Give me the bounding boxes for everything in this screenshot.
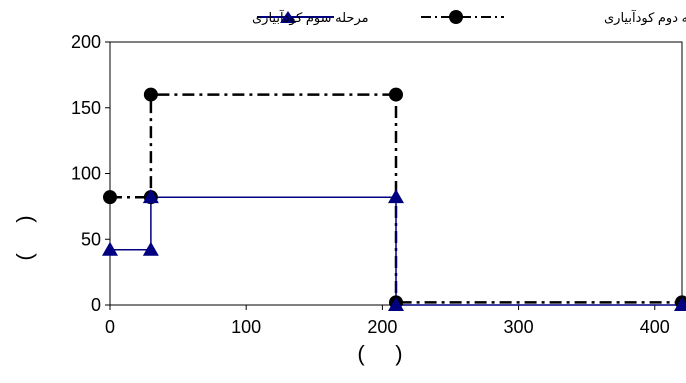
y-tick-label: 50: [81, 229, 101, 249]
legend-marker-series-2: [280, 11, 296, 23]
series-2-point: [102, 241, 118, 256]
series-layer: [102, 87, 686, 311]
x-tick-label: 0: [105, 317, 115, 337]
axes: 0 50 100 150 200 0 100 200 300 400: [71, 32, 670, 337]
x-tick-label: 100: [231, 317, 261, 337]
x-tick-label: 400: [640, 317, 670, 337]
y-tick-label: 100: [71, 164, 101, 184]
series-2-point: [142, 189, 159, 204]
x-tick-label: 200: [367, 317, 397, 337]
series-1-point: [389, 87, 403, 102]
y-axis-label: ( ): [12, 215, 37, 260]
y-tick-label: 0: [91, 295, 101, 315]
series-2-point: [388, 297, 404, 311]
series-2-point: [388, 189, 404, 204]
series-2-point: [142, 241, 159, 256]
legend-label-series-1: مرحله دوم کودآبیاری: [604, 9, 686, 26]
y-tick-label: 150: [71, 98, 101, 118]
series-2-point: [674, 297, 686, 311]
legend: مرحله سوم کودآبیاری مرحله دوم کودآبیاری: [252, 9, 686, 26]
y-tick-label: 200: [71, 32, 101, 52]
x-tick-label: 300: [504, 317, 534, 337]
series-1-point: [103, 190, 117, 205]
legend-marker-series-1: [449, 10, 463, 24]
series-line-2: [110, 196, 682, 306]
legend-label-series-2: مرحله سوم کودآبیاری: [252, 9, 369, 26]
series-1-point: [143, 87, 158, 102]
x-axis-label: ( ): [357, 341, 402, 366]
